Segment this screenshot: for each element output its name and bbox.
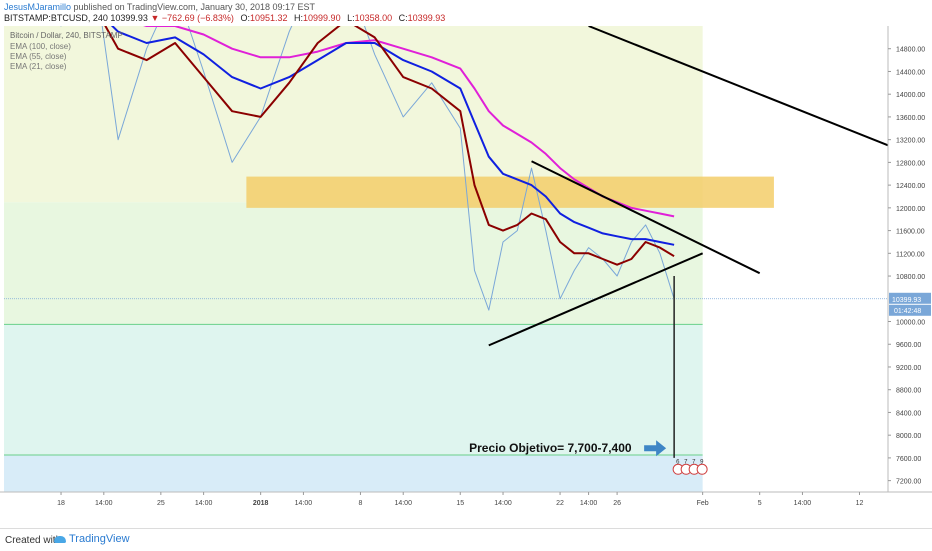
y-tick-label: 14000.00 — [896, 92, 925, 99]
y-tick-label: 7200.00 — [896, 479, 921, 486]
y-tick-label: 11200.00 — [896, 251, 925, 258]
fib-band — [4, 324, 703, 456]
legend-entry: EMA (55, close) — [10, 52, 67, 61]
brand-name: TradingView — [69, 533, 130, 545]
x-tick-label: 12 — [856, 500, 864, 507]
cloud-icon — [54, 535, 66, 543]
close-label: C: — [398, 13, 408, 23]
change-value: −762.69 (−6.83%) — [161, 13, 234, 23]
countdown-label: 01:42:48 — [894, 308, 921, 315]
x-tick-label: 14:00 — [195, 500, 213, 507]
resistance-zone — [246, 176, 774, 208]
y-tick-label: 14400.00 — [896, 69, 925, 76]
y-tick-label: 13200.00 — [896, 138, 925, 145]
low-value: 10358.00 — [354, 13, 393, 23]
y-tick-label: 12400.00 — [896, 183, 925, 190]
ohlc-bar: BITSTAMP:BTCUSD, 240 10399.93 ▼ −762.69 … — [4, 13, 445, 23]
event-marker-label: 7 — [692, 459, 696, 465]
open-value: 10951.32 — [249, 13, 288, 23]
x-tick-label: 22 — [556, 500, 564, 507]
y-tick-label: 8000.00 — [896, 433, 921, 440]
x-tick-label: 8 — [358, 500, 362, 507]
close-value: 10399.93 — [407, 13, 446, 23]
event-marker-label: 7 — [684, 459, 688, 465]
trendline — [588, 26, 889, 147]
footer: Created with TradingView — [0, 528, 932, 551]
y-tick-label: 10000.00 — [896, 320, 925, 327]
legend-entry: EMA (100, close) — [10, 42, 71, 51]
change-arrow-icon: ▼ — [150, 13, 160, 23]
y-tick-label: 13600.00 — [896, 115, 925, 122]
high-label: H: — [294, 13, 304, 23]
y-tick-label: 9600.00 — [896, 342, 921, 349]
high-value: 10999.90 — [303, 13, 341, 23]
x-tick-label: 2018 — [253, 500, 269, 507]
y-tick-label: 8400.00 — [896, 410, 921, 417]
x-tick-label: 14:00 — [580, 500, 598, 507]
chart-title: Bitcoin / Dollar, 240, BITSTAMP — [10, 31, 123, 40]
arrow-right-icon — [644, 440, 667, 457]
countdown-tag — [889, 304, 931, 316]
y-tick-label: 9200.00 — [896, 365, 921, 372]
fib-band — [4, 202, 703, 325]
x-tick-label: 15 — [456, 500, 464, 507]
ema21-line — [104, 26, 675, 266]
publish-info: JesusMJaramillo published on TradingView… — [4, 2, 315, 12]
fib-band — [4, 455, 703, 492]
x-tick-label: 14:00 — [394, 500, 412, 507]
tradingview-brand[interactable]: TradingView — [54, 533, 130, 545]
trendline — [488, 252, 704, 347]
trendline — [531, 160, 761, 275]
ema55-line — [110, 26, 675, 246]
x-tick-label: 18 — [57, 500, 65, 507]
current-price-tag — [889, 292, 931, 304]
y-tick-label: 12800.00 — [896, 160, 925, 167]
target-annotation: Precio Objetivo= 7,700-7,400 — [469, 441, 632, 455]
legend-entry: EMA (21, close) — [10, 62, 67, 71]
x-tick-label: 14:00 — [494, 500, 512, 507]
y-tick-label: 14800.00 — [896, 47, 925, 54]
event-marker-label: 6 — [676, 459, 680, 465]
fib-band — [4, 26, 703, 203]
open-label: O: — [240, 13, 250, 23]
x-tick-label: 5 — [758, 500, 762, 507]
author-link[interactable]: JesusMJaramillo — [4, 2, 72, 12]
current-price-label: 10399.93 — [892, 297, 921, 304]
x-tick-label: 25 — [157, 500, 165, 507]
x-tick-label: Feb — [697, 500, 709, 507]
y-tick-label: 8800.00 — [896, 388, 921, 395]
y-tick-label: 11600.00 — [896, 229, 925, 236]
created-with-text: Created with — [5, 535, 62, 546]
x-tick-label: 14:00 — [794, 500, 812, 507]
last-price: 10399.93 — [110, 13, 148, 23]
symbol-label: BITSTAMP:BTCUSD, 240 — [4, 13, 108, 23]
event-marker-label: 9 — [700, 459, 704, 465]
y-tick-label: 12000.00 — [896, 206, 925, 213]
x-tick-label: 14:00 — [95, 500, 113, 507]
y-tick-label: 7600.00 — [896, 456, 921, 463]
x-tick-label: 26 — [613, 500, 621, 507]
event-marker — [696, 463, 708, 475]
publish-text: published on TradingView.com, January 30… — [73, 2, 316, 12]
y-tick-label: 10800.00 — [896, 274, 925, 281]
x-tick-label: 14:00 — [295, 500, 313, 507]
low-label: L: — [347, 13, 355, 23]
